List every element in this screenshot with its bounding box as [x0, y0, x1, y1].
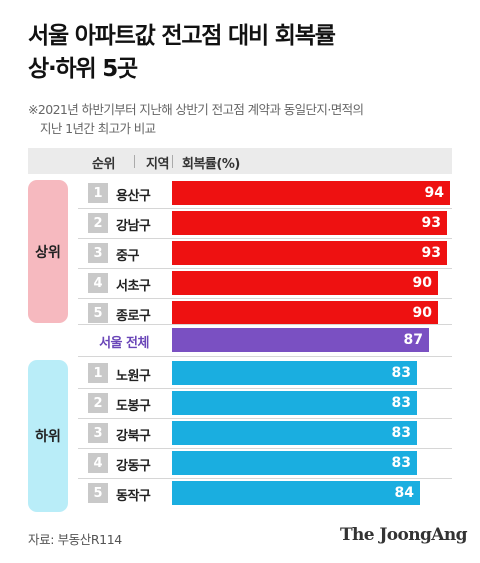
rank-badge: 5: [88, 483, 108, 503]
rank-badge: 5: [88, 303, 108, 323]
rank-badge: 4: [88, 453, 108, 473]
chart-note: ※2021년 하반기부터 지난해 상반기 전고점 계약과 동일단지·면적의 지난…: [28, 100, 468, 138]
bar: 84: [172, 481, 420, 505]
region-label: 노원구: [116, 369, 151, 384]
row-divider: [78, 207, 452, 209]
bar-value-label: 94: [424, 185, 444, 201]
region-label: 강동구: [116, 459, 151, 474]
region-label: 강북구: [116, 429, 151, 444]
bar-value-label: 87: [403, 332, 423, 348]
region-label: 중구: [116, 249, 139, 264]
total-bar: 87: [172, 328, 429, 352]
row-divider: [78, 297, 452, 299]
bar-value-label: 84: [394, 485, 414, 501]
header-separator: [172, 155, 173, 168]
rank-badge: 2: [88, 213, 108, 233]
bar: 90: [172, 301, 438, 325]
page-title: 서울 아파트값 전고점 대비 회복률 상·하위 5곳: [28, 20, 458, 86]
row-divider: [78, 237, 452, 239]
header-region: 지역: [146, 157, 169, 172]
bar-value-label: 83: [391, 395, 411, 411]
bar: 83: [172, 421, 417, 445]
region-label: 용산구: [116, 189, 151, 204]
rank-badge: 3: [88, 243, 108, 263]
source-credit: 자료: 부동산R114: [28, 532, 122, 547]
rank-badge: 2: [88, 393, 108, 413]
bar-value-label: 83: [391, 425, 411, 441]
bar: 93: [172, 211, 447, 235]
group-label-upper: 상위: [28, 180, 68, 323]
bar-value-label: 90: [412, 305, 432, 321]
note-line-1: ※2021년 하반기부터 지난해 상반기 전고점 계약과 동일단지·면적의: [28, 102, 364, 117]
row-divider: [78, 447, 452, 449]
region-label: 강남구: [116, 219, 151, 234]
bar: 83: [172, 391, 417, 415]
rank-badge: 4: [88, 273, 108, 293]
header-rank: 순위: [92, 157, 115, 172]
publisher-logo: The JoongAng: [340, 525, 468, 545]
bar-value-label: 83: [391, 455, 411, 471]
bar-value-label: 93: [421, 215, 441, 231]
group-label-lower: 하위: [28, 360, 68, 512]
row-divider: [78, 267, 452, 269]
row-divider: [78, 324, 452, 325]
row-divider: [78, 387, 452, 389]
header-rate: 회복률(%): [182, 157, 240, 172]
table-header: 순위 지역 회복률(%): [28, 148, 452, 174]
rank-badge: 1: [88, 363, 108, 383]
bar: 83: [172, 451, 417, 475]
bar: 90: [172, 271, 438, 295]
rank-badge: 1: [88, 183, 108, 203]
title-line-1: 서울 아파트값 전고점 대비 회복률: [28, 23, 336, 49]
region-label: 서초구: [116, 279, 151, 294]
rank-badge: 3: [88, 423, 108, 443]
row-divider: [78, 356, 452, 357]
bar: 94: [172, 181, 450, 205]
header-separator: [134, 155, 135, 168]
region-label: 도봉구: [116, 399, 151, 414]
region-label: 동작구: [116, 489, 151, 504]
title-line-2: 상·하위 5곳: [28, 56, 138, 82]
bar: 83: [172, 361, 417, 385]
row-divider: [78, 477, 452, 479]
row-divider: [78, 417, 452, 419]
bar-value-label: 83: [391, 365, 411, 381]
bar: 93: [172, 241, 447, 265]
bar-value-label: 93: [421, 245, 441, 261]
region-label: 종로구: [116, 309, 151, 324]
bar-value-label: 90: [412, 275, 432, 291]
total-region-label: 서울 전체: [99, 336, 149, 351]
note-line-2: 지난 1년간 최고가 비교: [40, 121, 156, 136]
